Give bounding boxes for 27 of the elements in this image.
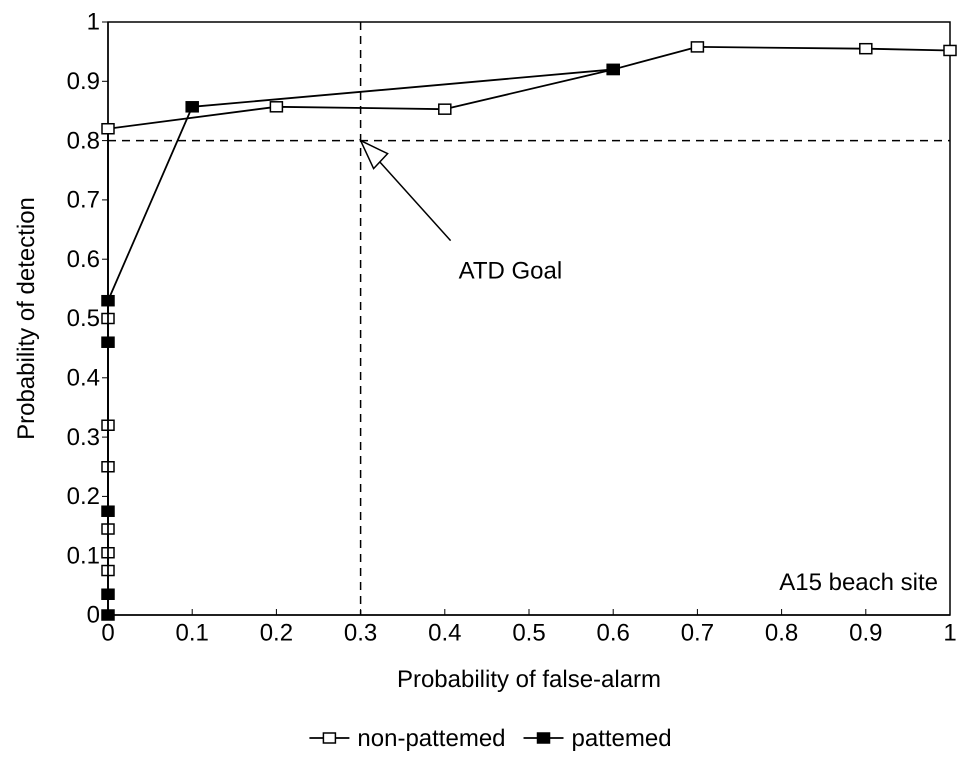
legend-label: pattemed xyxy=(572,725,672,752)
legend-label: non-pattemed xyxy=(357,725,506,752)
y-axis-title: Probability of detection xyxy=(13,197,40,440)
y-tick-label: 0.2 xyxy=(66,483,100,510)
y-tick-label: 0.8 xyxy=(66,127,100,154)
y-tick-label: 0.4 xyxy=(66,364,100,392)
y-tick-label: 0.3 xyxy=(66,424,100,451)
y-tick-label: 0.6 xyxy=(66,246,100,273)
x-axis-title: Probability of false-alarm xyxy=(396,666,662,693)
x-tick-label: 0.3 xyxy=(344,620,378,647)
y-tick-label: 1 xyxy=(86,8,100,36)
y-tick-label: 0.9 xyxy=(66,68,100,95)
y-tick-label: 0.7 xyxy=(66,186,100,214)
x-tick-label: 1 xyxy=(943,620,957,647)
x-tick-label: 0.9 xyxy=(849,620,882,647)
x-tick-label: 0.2 xyxy=(260,620,294,647)
x-tick-label: 0.1 xyxy=(176,620,209,647)
x-tick-label: 0.4 xyxy=(428,620,462,647)
x-tick-label: 0.5 xyxy=(512,620,546,647)
x-tick-label: 0.7 xyxy=(680,620,714,647)
annotation: ATD Goal xyxy=(458,258,562,285)
y-tick-label: 0.1 xyxy=(66,542,100,570)
x-tick-label: 0.6 xyxy=(596,620,630,647)
x-tick-label: 0.8 xyxy=(764,620,798,647)
y-tick-label: 0 xyxy=(86,602,100,629)
annotation: A15 beach site xyxy=(779,569,938,596)
y-tick-label: 0.5 xyxy=(66,305,100,332)
